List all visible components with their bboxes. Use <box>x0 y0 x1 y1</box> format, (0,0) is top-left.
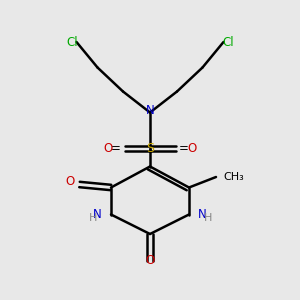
Text: Cl: Cl <box>222 35 234 49</box>
Text: O: O <box>103 142 112 155</box>
Text: CH₃: CH₃ <box>224 172 244 182</box>
Text: N: N <box>146 104 154 118</box>
Text: Cl: Cl <box>66 35 78 49</box>
Text: H: H <box>89 213 97 223</box>
Text: O: O <box>188 142 196 155</box>
Text: N: N <box>93 208 102 221</box>
Text: =: = <box>111 142 121 155</box>
Text: H: H <box>204 213 213 223</box>
Text: =: = <box>179 142 189 155</box>
Text: S: S <box>146 142 154 155</box>
Text: N: N <box>198 208 207 221</box>
Text: O: O <box>66 175 75 188</box>
Text: O: O <box>146 254 154 268</box>
